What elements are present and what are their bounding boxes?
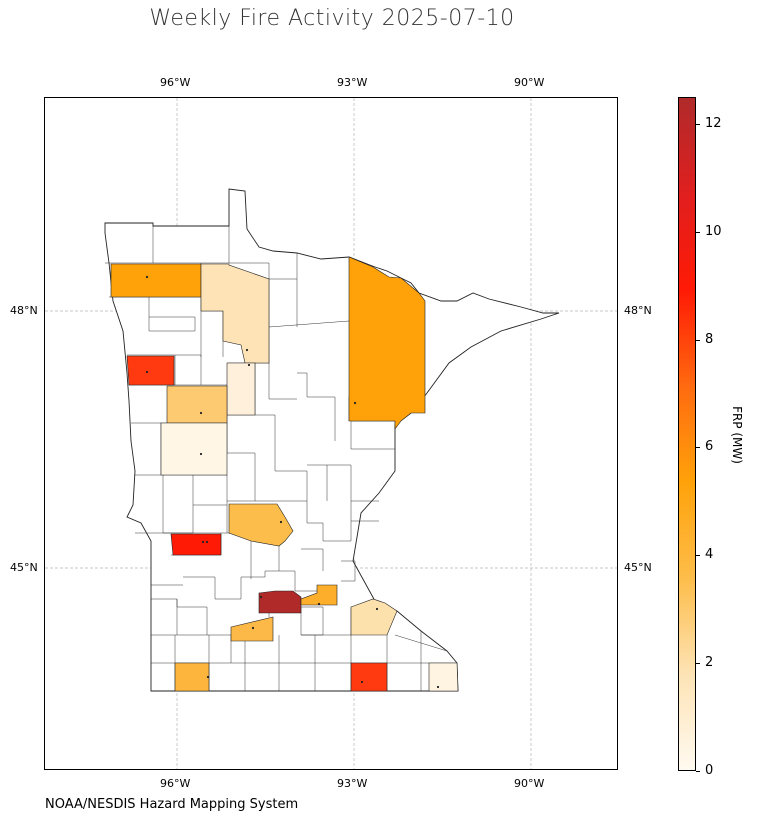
fire-dot: [205, 540, 209, 544]
lat-tick-left-48: 48°N: [10, 304, 38, 317]
county-fill-northwest: [110, 263, 202, 298]
colorbar: [678, 97, 696, 771]
colorbar-tick-mark: [696, 447, 700, 448]
fire-dot: [259, 595, 263, 599]
county-fill-southwest-central: [170, 533, 222, 556]
county-fill-metro-east: [300, 584, 338, 606]
colorbar-tick-label: 8: [705, 332, 714, 347]
fire-dot: [353, 401, 357, 405]
fire-dot: [317, 602, 321, 606]
colorbar-tick-label: 10: [705, 224, 722, 239]
county-fill-central: [228, 503, 294, 547]
colorbar-tick-label: 6: [705, 439, 714, 454]
lon-tick-top-96: 96°W: [160, 76, 191, 89]
county-fill-west-northwest: [126, 355, 175, 386]
lon-tick-top-93: 93°W: [337, 76, 368, 89]
county-fill-northeast: [348, 256, 426, 430]
colorbar-tick-mark: [696, 771, 700, 772]
lat-tick-right-48: 48°N: [624, 304, 652, 317]
lon-tick-bottom-96: 96°W: [160, 777, 191, 790]
colorbar-tick-mark: [696, 232, 700, 233]
fire-dot: [251, 626, 255, 630]
fire-dot: [247, 363, 251, 367]
map-title: Weekly Fire Activity 2025-07-10: [149, 6, 515, 31]
fire-dot: [145, 370, 149, 374]
fire-dot: [145, 275, 149, 279]
colorbar-tick-mark: [696, 555, 700, 556]
map-svg: [45, 98, 617, 769]
colorbar-tick-mark: [696, 663, 700, 664]
county-fill-metro-south: [258, 590, 302, 614]
colorbar-tick-mark: [696, 124, 700, 125]
county-fill-west: [160, 422, 228, 476]
county-fill-far-southeast: [428, 662, 459, 692]
colorbar-tick-label: 12: [705, 116, 722, 131]
colorbar-tick-label: 2: [705, 655, 714, 670]
fire-dot: [375, 607, 379, 611]
fire-dot: [199, 411, 203, 415]
fire-dot: [206, 675, 210, 679]
colorbar-tick-label: 4: [705, 547, 714, 562]
fire-detections: [145, 275, 440, 689]
lat-tick-right-45: 45°N: [624, 561, 652, 574]
lon-tick-bottom-90: 90°W: [514, 777, 545, 790]
colorbar-tick-label: 0: [705, 763, 714, 778]
data-source-credit: NOAA/NESDIS Hazard Mapping System: [45, 797, 299, 812]
lon-tick-top-90: 90°W: [514, 76, 545, 89]
fire-dot: [360, 680, 364, 684]
fire-counties: [110, 256, 459, 692]
county-fill-west-central: [166, 385, 228, 424]
county-fill-south-central: [230, 616, 274, 642]
fire-dot: [245, 348, 249, 352]
lat-tick-left-45: 45°N: [10, 561, 38, 574]
colorbar-label: FRP (MW): [730, 406, 744, 464]
county-fill-central-north: [226, 362, 256, 416]
fire-dot: [199, 452, 203, 456]
state-outline: [104, 188, 560, 692]
fire-dot: [436, 685, 440, 689]
colorbar-tick-mark: [696, 340, 700, 341]
lon-tick-bottom-93: 93°W: [337, 777, 368, 790]
county-fill-southeast: [350, 598, 398, 636]
fire-dot: [201, 540, 205, 544]
fire-dot: [279, 520, 283, 524]
county-fill-south-row: [174, 662, 210, 692]
map-panel: [44, 97, 618, 770]
county-fill-southeast-row: [350, 662, 388, 692]
